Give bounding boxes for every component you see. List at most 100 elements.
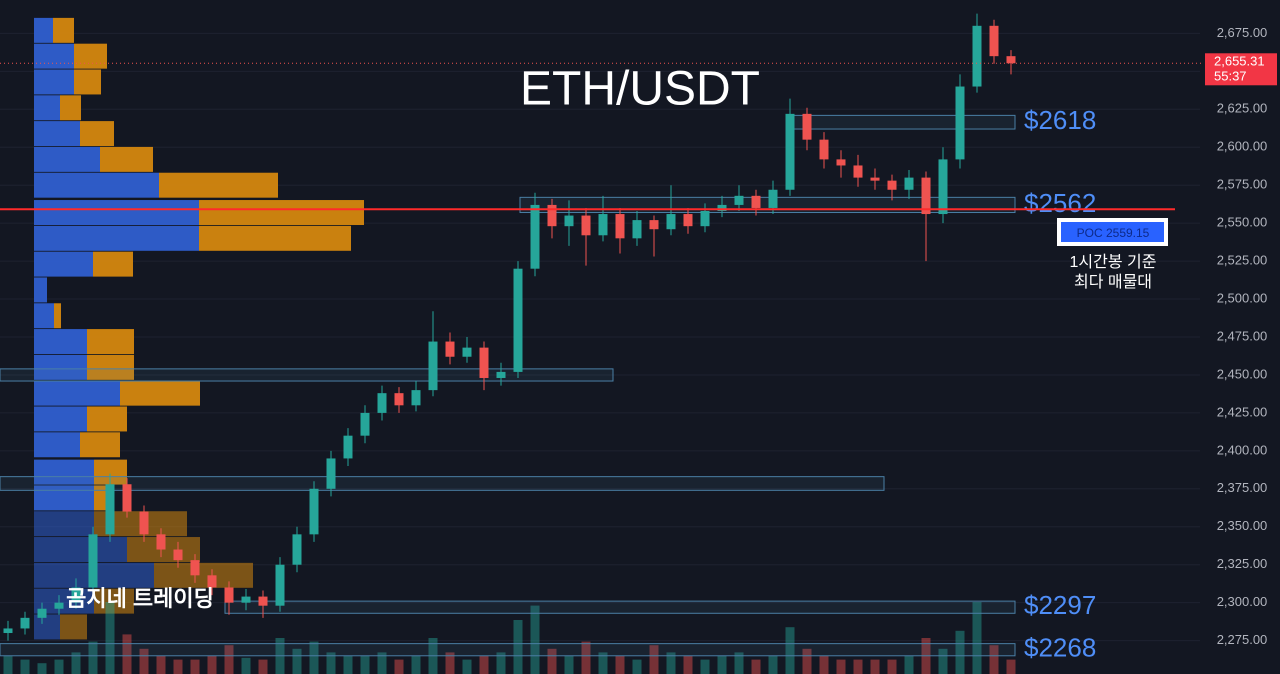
candle-body — [666, 214, 676, 230]
zone-label: $2618 — [1024, 105, 1096, 135]
candle-body — [581, 215, 591, 236]
volume-bar — [173, 659, 183, 674]
candle-body — [683, 214, 693, 227]
candle-body — [615, 214, 625, 239]
candle-body — [258, 596, 268, 606]
candle-body — [853, 165, 863, 178]
volume-bar — [751, 659, 761, 674]
volume-bar — [309, 641, 319, 674]
candle-body — [700, 211, 710, 227]
profile-buy-bar — [34, 146, 100, 172]
candle-body — [564, 215, 574, 227]
candle-body — [37, 608, 47, 618]
candle-body — [445, 341, 455, 357]
candle-body — [479, 347, 489, 378]
candle-body — [836, 159, 846, 166]
profile-sell-bar — [53, 17, 74, 43]
profile-sell-bar — [54, 303, 61, 329]
candle-body — [207, 575, 217, 588]
profile-buy-bar — [34, 17, 53, 43]
profile-buy-bar — [34, 406, 87, 432]
volume-bar — [734, 652, 744, 674]
y-tick-label: 2,300.00 — [1217, 594, 1268, 609]
volume-bar — [360, 656, 370, 674]
y-tick-label: 2,275.00 — [1217, 632, 1268, 647]
candles — [3, 13, 1016, 641]
volume-bar — [870, 659, 880, 674]
profile-buy-bar — [34, 69, 74, 95]
volume-bar — [20, 659, 30, 674]
volume-bar — [717, 656, 727, 674]
profile-sell-bar — [87, 329, 134, 355]
candle-body — [241, 596, 251, 603]
profile-buy-bar — [34, 225, 199, 251]
profile-sell-bar — [199, 225, 351, 251]
candle-body — [20, 617, 30, 629]
volume-bar — [54, 659, 64, 674]
volume-bar — [224, 645, 234, 674]
volume-bar — [564, 656, 574, 674]
volume-bar — [615, 656, 625, 674]
y-tick-label: 2,325.00 — [1217, 556, 1268, 571]
profile-sell-bar — [154, 562, 253, 588]
y-tick-label: 2,375.00 — [1217, 480, 1268, 495]
volume-bar — [292, 648, 302, 674]
volume-bar — [343, 656, 353, 674]
profile-buy-bar — [34, 303, 54, 329]
volume-bar — [598, 652, 608, 674]
profile-sell-bar — [120, 380, 200, 406]
volume-bar — [241, 657, 251, 674]
volume-bar — [326, 652, 336, 674]
y-tick-label: 2,525.00 — [1217, 253, 1268, 268]
volume-bar — [513, 620, 523, 674]
volume-bar — [700, 659, 710, 674]
candle-body — [649, 220, 659, 230]
profile-sell-bar — [74, 69, 101, 95]
candle-body — [411, 390, 421, 406]
volume-bar — [496, 652, 506, 674]
profile-buy-bar — [34, 43, 74, 69]
candle-body — [938, 159, 948, 215]
candle-body — [105, 484, 115, 535]
watermark: 곰지네 트레이딩 — [66, 586, 214, 611]
profile-sell-bar — [100, 146, 153, 172]
y-tick-label: 2,425.00 — [1217, 404, 1268, 419]
y-tick-label: 2,500.00 — [1217, 290, 1268, 305]
candle-body — [921, 177, 931, 215]
volume-bar — [547, 648, 557, 674]
zone-label: $2268 — [1024, 633, 1096, 663]
candle-body — [428, 341, 438, 391]
countdown: 55:37 — [1214, 69, 1247, 84]
volume-bar — [632, 659, 642, 674]
candle-body — [190, 560, 200, 576]
volume-bar — [972, 602, 982, 674]
profile-buy-bar — [34, 432, 80, 458]
volume-bar — [989, 645, 999, 674]
volume-bar — [530, 605, 540, 674]
candle-body — [717, 204, 727, 212]
volume-bar — [666, 652, 676, 674]
profile-buy-bar — [34, 121, 80, 147]
candle-body — [3, 628, 13, 634]
candle-body — [275, 564, 285, 606]
y-tick-label: 2,675.00 — [1217, 25, 1268, 40]
candle-body — [122, 484, 132, 512]
profile-buy-bar — [34, 380, 120, 406]
candle-body — [819, 139, 829, 160]
zone-label: $2562 — [1024, 188, 1096, 218]
profile-buy-bar — [34, 95, 60, 121]
candle-body — [54, 602, 64, 609]
profile-buy-bar — [34, 614, 60, 640]
zone-box — [0, 643, 1016, 657]
volume-bar — [938, 648, 948, 674]
candle-body — [802, 113, 812, 140]
volume-bar — [887, 659, 897, 674]
candle-body — [513, 268, 523, 372]
candle-body — [88, 534, 98, 588]
volume-bar — [768, 656, 778, 674]
volume-bar — [581, 641, 591, 674]
candle-body — [785, 113, 795, 190]
candle-body — [343, 435, 353, 459]
profile-buy-bar — [34, 277, 47, 303]
